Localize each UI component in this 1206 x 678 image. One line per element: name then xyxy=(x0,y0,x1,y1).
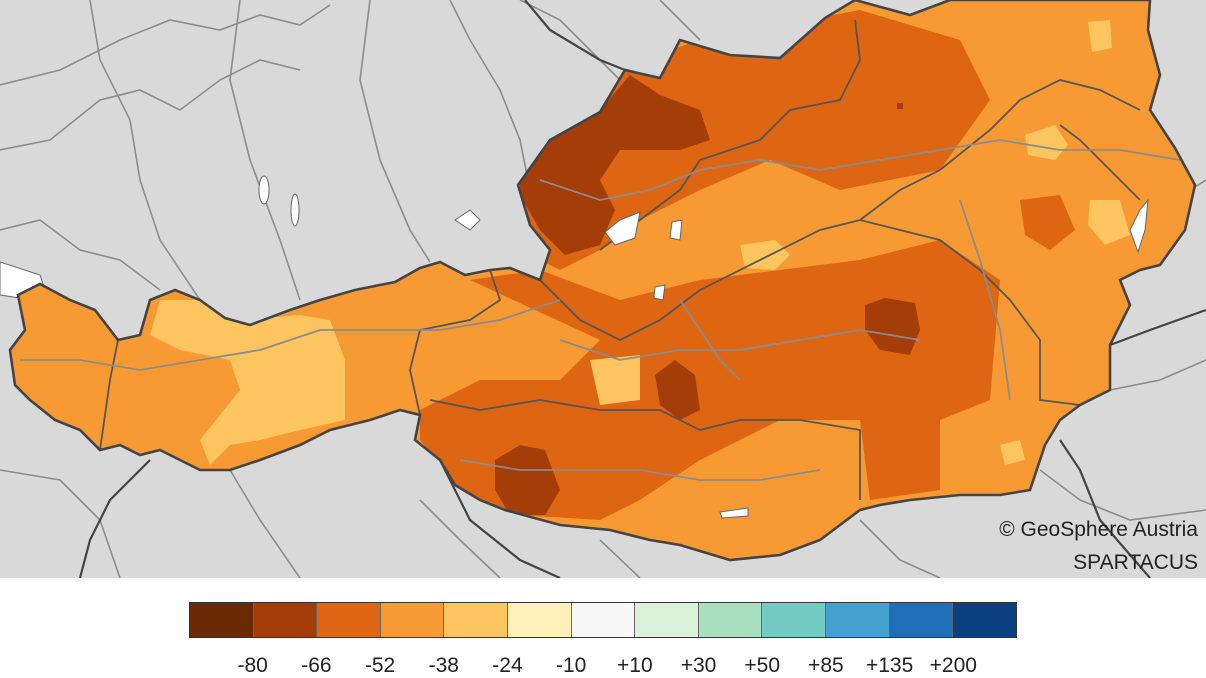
legend-tick-label: -66 xyxy=(301,654,332,677)
legend-tick-label: +85 xyxy=(808,654,844,677)
legend-swatch xyxy=(380,603,445,637)
country-borders-outer xyxy=(78,0,1206,578)
legend-tick-label: +50 xyxy=(744,654,781,677)
legend-swatch xyxy=(953,603,1016,637)
copyright-credit: © GeoSphere Austria xyxy=(999,518,1198,541)
legend-swatch xyxy=(698,603,763,637)
state-borders xyxy=(99,19,1141,500)
legend-tick-label: +30 xyxy=(680,654,717,677)
legend-tick-label: +135 xyxy=(865,654,914,677)
legend-swatch xyxy=(571,603,636,637)
legend-swatch xyxy=(826,603,890,637)
legend-swatch xyxy=(190,603,254,637)
inner-lakes xyxy=(604,198,1149,519)
legend-swatch xyxy=(762,603,827,637)
legend-swatch xyxy=(889,603,954,637)
legend-labels: -80 -66 -52 -38 -24 -10 +10 +30 +50 +85 +135 +200 xyxy=(0,654,1206,678)
rivers xyxy=(20,139,1181,481)
legend-tick-label: +10 xyxy=(617,654,653,677)
legend-tick-label: -10 xyxy=(555,654,587,677)
legend-tick-label: -24 xyxy=(492,654,523,677)
legend-swatch xyxy=(444,603,509,637)
color-legend xyxy=(189,602,1017,638)
legend-tick-label: -80 xyxy=(237,654,268,677)
legend-tick-label: -38 xyxy=(428,654,459,677)
legend-tick-label: -52 xyxy=(364,654,396,677)
legend-swatch xyxy=(253,603,318,637)
neighbour-borders xyxy=(0,0,1206,578)
legend-tick-label: +200 xyxy=(929,654,977,677)
map-area: © GeoSphere Austria SPARTACUS xyxy=(0,0,1206,578)
legend-swatch xyxy=(508,603,572,637)
dataset-credit: SPARTACUS xyxy=(1073,551,1198,574)
precipitation-anomaly-map xyxy=(0,0,1206,578)
legend-swatch xyxy=(635,603,699,637)
legend-swatch xyxy=(317,603,381,637)
